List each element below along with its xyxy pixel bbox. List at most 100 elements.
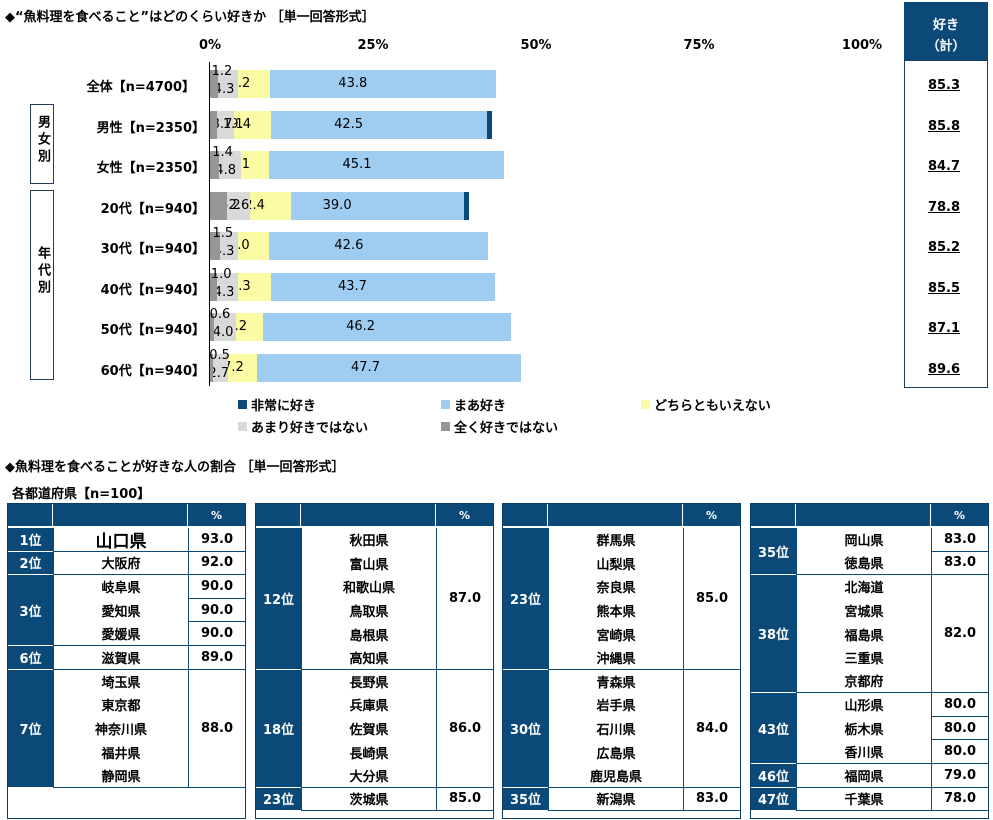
- rank-cell: 46位: [751, 764, 796, 788]
- row-label: 男性【n=2350】: [96, 121, 205, 136]
- bar-value-label: 1.1: [222, 117, 244, 132]
- prefecture-name: 愛知県: [53, 598, 188, 623]
- group-label-text: 年代別: [35, 246, 50, 297]
- prefecture-name: 岡山県: [796, 528, 931, 552]
- table-header-pref: [53, 504, 188, 526]
- table-header-rank: [503, 504, 548, 526]
- bar-value-label: 43.7: [337, 279, 367, 294]
- bar-value-label: 2.7: [208, 366, 230, 381]
- prefecture-name: 栃木県: [796, 716, 931, 741]
- rank-cell: 23位: [503, 528, 548, 670]
- table-header-rank: [751, 504, 796, 526]
- row-label: 40代【n=940】: [100, 283, 205, 298]
- prefecture-name: 富山県: [301, 551, 436, 576]
- prefecture-name: 千葉県: [796, 787, 931, 812]
- prefecture-name: 福島県: [796, 622, 931, 646]
- legend-item: 全く好きではない: [441, 417, 558, 436]
- table-header-rank: [256, 504, 301, 526]
- rank-cell: 3位: [8, 575, 53, 646]
- legend-label: 全く好きではない: [454, 421, 559, 436]
- bar-value-label: 0.6: [209, 307, 231, 322]
- table-header-rank: [8, 504, 53, 526]
- prefecture-name: 福井県: [53, 740, 188, 764]
- prefecture-name: 佐賀県: [301, 716, 436, 741]
- bar-value-label: 42.6: [334, 238, 364, 253]
- prefecture-name: 大分県: [301, 764, 436, 788]
- legend-item: まあ好き: [441, 395, 506, 414]
- percent-value: 90.0: [188, 622, 245, 646]
- rank-cell: 7位: [8, 669, 53, 788]
- percent-value: 83.0: [931, 528, 988, 552]
- prefecture-name: 茨城県: [301, 787, 436, 812]
- legend-label: あまり好きではない: [251, 421, 369, 436]
- total-header: 好き （計）: [904, 2, 988, 60]
- rank-cell: 47位: [751, 787, 796, 812]
- bar-segment: [210, 354, 214, 382]
- legend-swatch: [441, 422, 450, 431]
- legend-item: あまり好きではない: [238, 417, 368, 436]
- prefecture-name: 鳥取県: [301, 598, 436, 623]
- table-header-pref: [548, 504, 683, 526]
- y-axis-line: [209, 62, 210, 386]
- prefecture-table: % 1位 山口県 93.0 2位 大阪府 92.0 3位 岐阜県 愛知県 愛媛県 90.0 90.0 90…: [7, 503, 246, 819]
- bar-value-label: 4.3: [213, 82, 235, 97]
- prefecture-name: 岐阜県: [53, 575, 188, 599]
- prefecture-name: 徳島県: [796, 551, 931, 576]
- rank-cell: 38位: [751, 575, 796, 694]
- rank-cell: 1位: [8, 528, 53, 552]
- legend-swatch: [238, 422, 247, 431]
- percent-value: 90.0: [188, 598, 245, 623]
- table-header-pref: [301, 504, 436, 526]
- prefecture-name: 熊本県: [548, 598, 683, 623]
- row-total: 87.1: [927, 321, 961, 336]
- row-label: 50代【n=940】: [100, 323, 205, 338]
- prefecture-name: 鹿児島県: [548, 764, 683, 788]
- prefecture-name: 岩手県: [548, 693, 683, 717]
- bar-value-label: 4.0: [212, 325, 234, 340]
- prefecture-name: 青森県: [548, 669, 683, 694]
- bar-segment: [210, 313, 237, 341]
- prefecture-name: 和歌山県: [301, 575, 436, 599]
- bar-segment: [210, 232, 220, 260]
- legend-swatch: [238, 400, 247, 409]
- prefecture-name: 兵庫県: [301, 693, 436, 717]
- group-box-gender: 男女別: [30, 104, 54, 184]
- table-subtitle: 各都道府県【n=100】: [12, 487, 151, 502]
- percent-value: 83.0: [931, 551, 988, 576]
- percent-value: 89.0: [188, 646, 245, 670]
- row-total: 85.3: [927, 78, 961, 93]
- x-tick-label: 50%: [520, 38, 552, 53]
- prefecture-name: 新潟県: [548, 787, 683, 812]
- bar-value-label: 43.8: [338, 76, 368, 91]
- row-total: 89.6: [927, 362, 961, 377]
- bar-segment: [210, 151, 220, 179]
- prefecture-name: 宮崎県: [548, 622, 683, 646]
- percent-value: 83.0: [683, 787, 740, 812]
- bar-segment: [210, 192, 227, 220]
- prefecture-name: 福岡県: [796, 764, 931, 788]
- percent-value: 93.0: [188, 528, 245, 552]
- bar-segment: [210, 354, 228, 382]
- prefecture-name: 長野県: [301, 669, 436, 694]
- prefecture-name: 高知県: [301, 646, 436, 670]
- bar-value-label: 39.0: [322, 198, 352, 213]
- prefecture-name: 長崎県: [301, 740, 436, 764]
- percent-value: 78.0: [931, 787, 988, 812]
- x-tick-label: 25%: [357, 38, 389, 53]
- legend-label: どちらともいえない: [654, 399, 771, 414]
- prefecture-name: 奈良県: [548, 575, 683, 599]
- prefecture-name: 静岡県: [53, 764, 188, 788]
- table-header-pct: %: [931, 504, 988, 526]
- prefecture-name: 沖縄県: [548, 646, 683, 670]
- bar-value-label: 47.7: [351, 360, 380, 375]
- row-total: 84.7: [927, 159, 961, 174]
- rank-cell: 23位: [256, 787, 301, 812]
- bar-value-label: 4.3: [213, 244, 235, 259]
- prefecture-name: 東京都: [53, 693, 188, 717]
- prefecture-name: 島根県: [301, 622, 436, 646]
- group-label-gender: 男女別: [31, 115, 53, 172]
- prefecture-name: 群馬県: [548, 528, 683, 552]
- prefecture-name: 北海道: [796, 575, 931, 599]
- bar-value-label: 0.5: [209, 348, 230, 363]
- row-label: 20代【n=940】: [100, 202, 205, 217]
